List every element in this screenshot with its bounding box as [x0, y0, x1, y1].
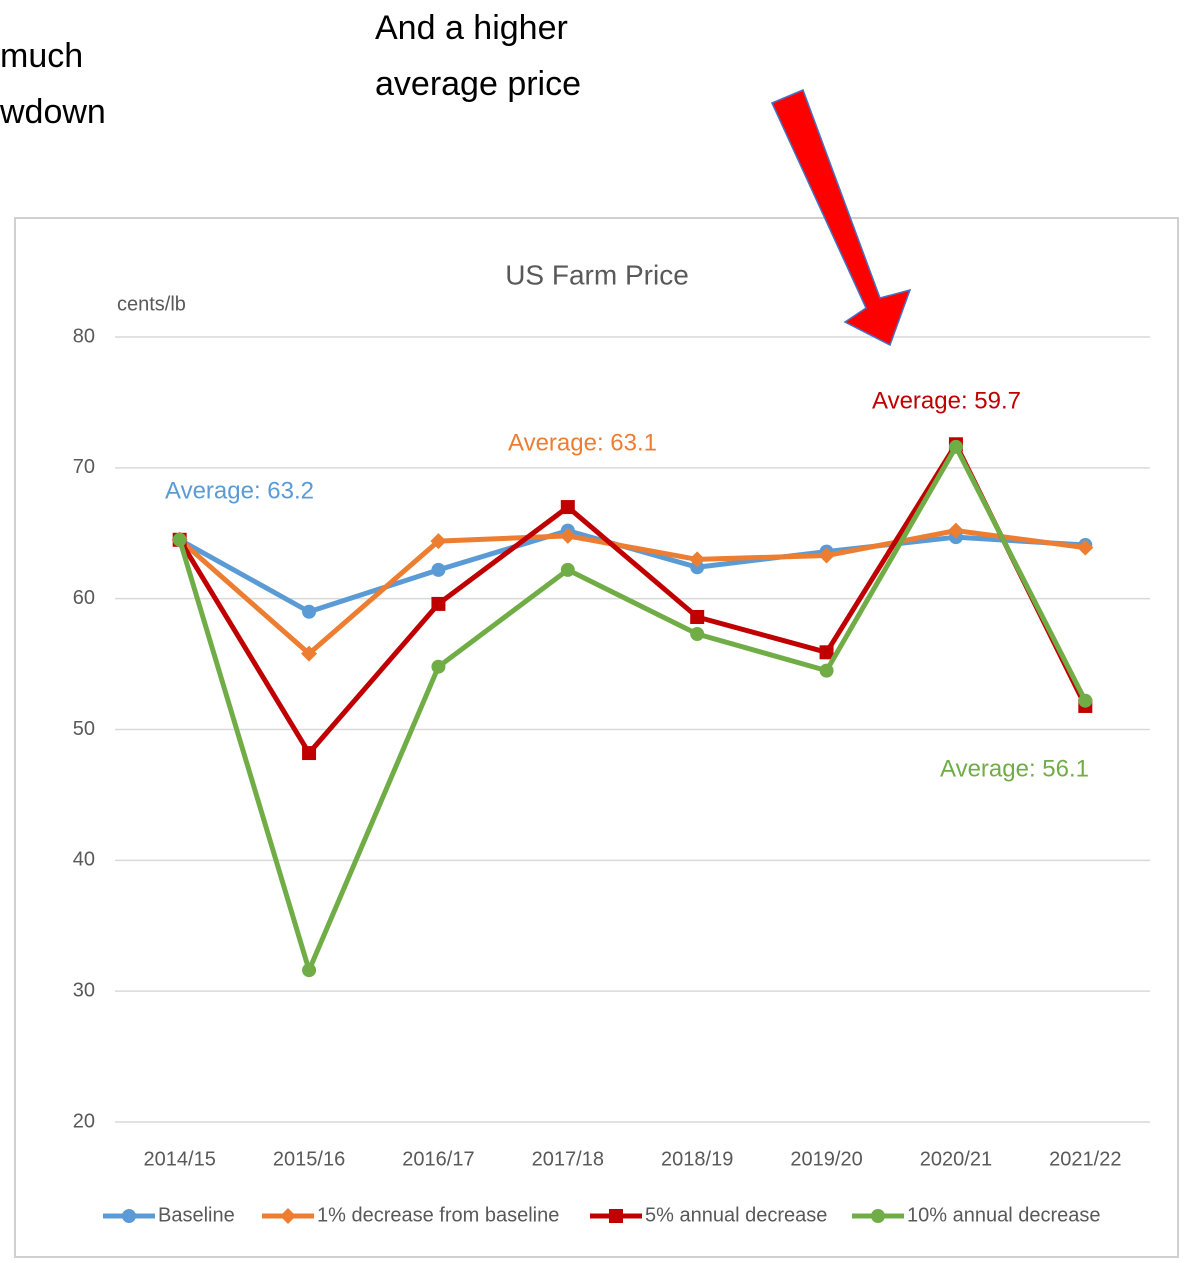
data-point — [430, 533, 447, 550]
legend-label: Baseline — [158, 1204, 235, 1226]
x-tick-label: 2019/20 — [790, 1148, 862, 1170]
legend-marker — [122, 1209, 136, 1223]
x-tick-label: 2020/21 — [920, 1148, 992, 1170]
x-tick-label: 2016/17 — [402, 1148, 474, 1170]
legend-marker — [871, 1209, 885, 1223]
data-point — [689, 551, 706, 568]
legend-label: 10% annual decrease — [907, 1204, 1100, 1226]
legend-label: 1% decrease from baseline — [317, 1204, 559, 1226]
data-point — [560, 562, 575, 577]
arrow — [770, 89, 912, 347]
chart-title: US Farm Price — [505, 259, 689, 290]
plot: 20 30 40 50 60 70 80 2014/15 2015/16 2016/17 2017/… — [73, 325, 1150, 1226]
x-tick-label: 2014/15 — [144, 1148, 216, 1170]
series-line — [178, 528, 1086, 657]
data-point — [559, 527, 576, 544]
data-point — [1078, 693, 1093, 708]
data-point — [560, 500, 575, 515]
legend-marker — [280, 1208, 296, 1224]
y-tick-label: 30 — [73, 979, 95, 1001]
callout-text: average price — [375, 65, 581, 103]
data-point — [301, 645, 318, 662]
annotation: Average: 63.2 — [165, 477, 314, 504]
annotation: Average: 63.1 — [508, 429, 657, 456]
y-tick-label: 50 — [73, 718, 95, 740]
data-point — [818, 547, 835, 564]
series-line — [177, 441, 1088, 756]
data-point — [431, 562, 446, 577]
slide-fragment: wdown — [0, 93, 106, 131]
data-point — [431, 659, 446, 674]
data-point — [172, 532, 187, 547]
callout-text: And a higher — [375, 9, 568, 47]
chart-frame — [14, 217, 1179, 1258]
x-tick-label: 2017/18 — [532, 1148, 604, 1170]
y-tick-label: 80 — [73, 325, 95, 347]
data-point — [1077, 539, 1094, 556]
data-point — [690, 609, 705, 624]
series-line — [177, 444, 1088, 973]
annotation: Average: 59.7 — [872, 387, 1021, 414]
data-point — [947, 522, 964, 539]
data-point — [690, 626, 705, 641]
y-tick-label: 20 — [73, 1110, 95, 1132]
annotation: Average: 56.1 — [940, 755, 1089, 782]
data-point — [302, 963, 317, 978]
data-point — [302, 604, 317, 619]
y-tick-label: 70 — [73, 456, 95, 478]
data-point — [819, 645, 834, 660]
legend-label: 5% annual decrease — [645, 1204, 827, 1226]
data-point — [819, 663, 834, 678]
x-tick-label: 2021/22 — [1049, 1148, 1121, 1170]
y-tick-label: 60 — [73, 587, 95, 609]
data-point — [431, 596, 446, 611]
data-point — [302, 746, 317, 761]
legend-marker — [609, 1209, 623, 1223]
slide-fragment: much — [0, 37, 83, 75]
x-tick-label: 2018/19 — [661, 1148, 733, 1170]
y-tick-label: 40 — [73, 849, 95, 871]
data-point — [948, 439, 963, 454]
x-tick-label: 2015/16 — [273, 1148, 345, 1170]
y-axis-label: cents/lb — [117, 293, 186, 315]
